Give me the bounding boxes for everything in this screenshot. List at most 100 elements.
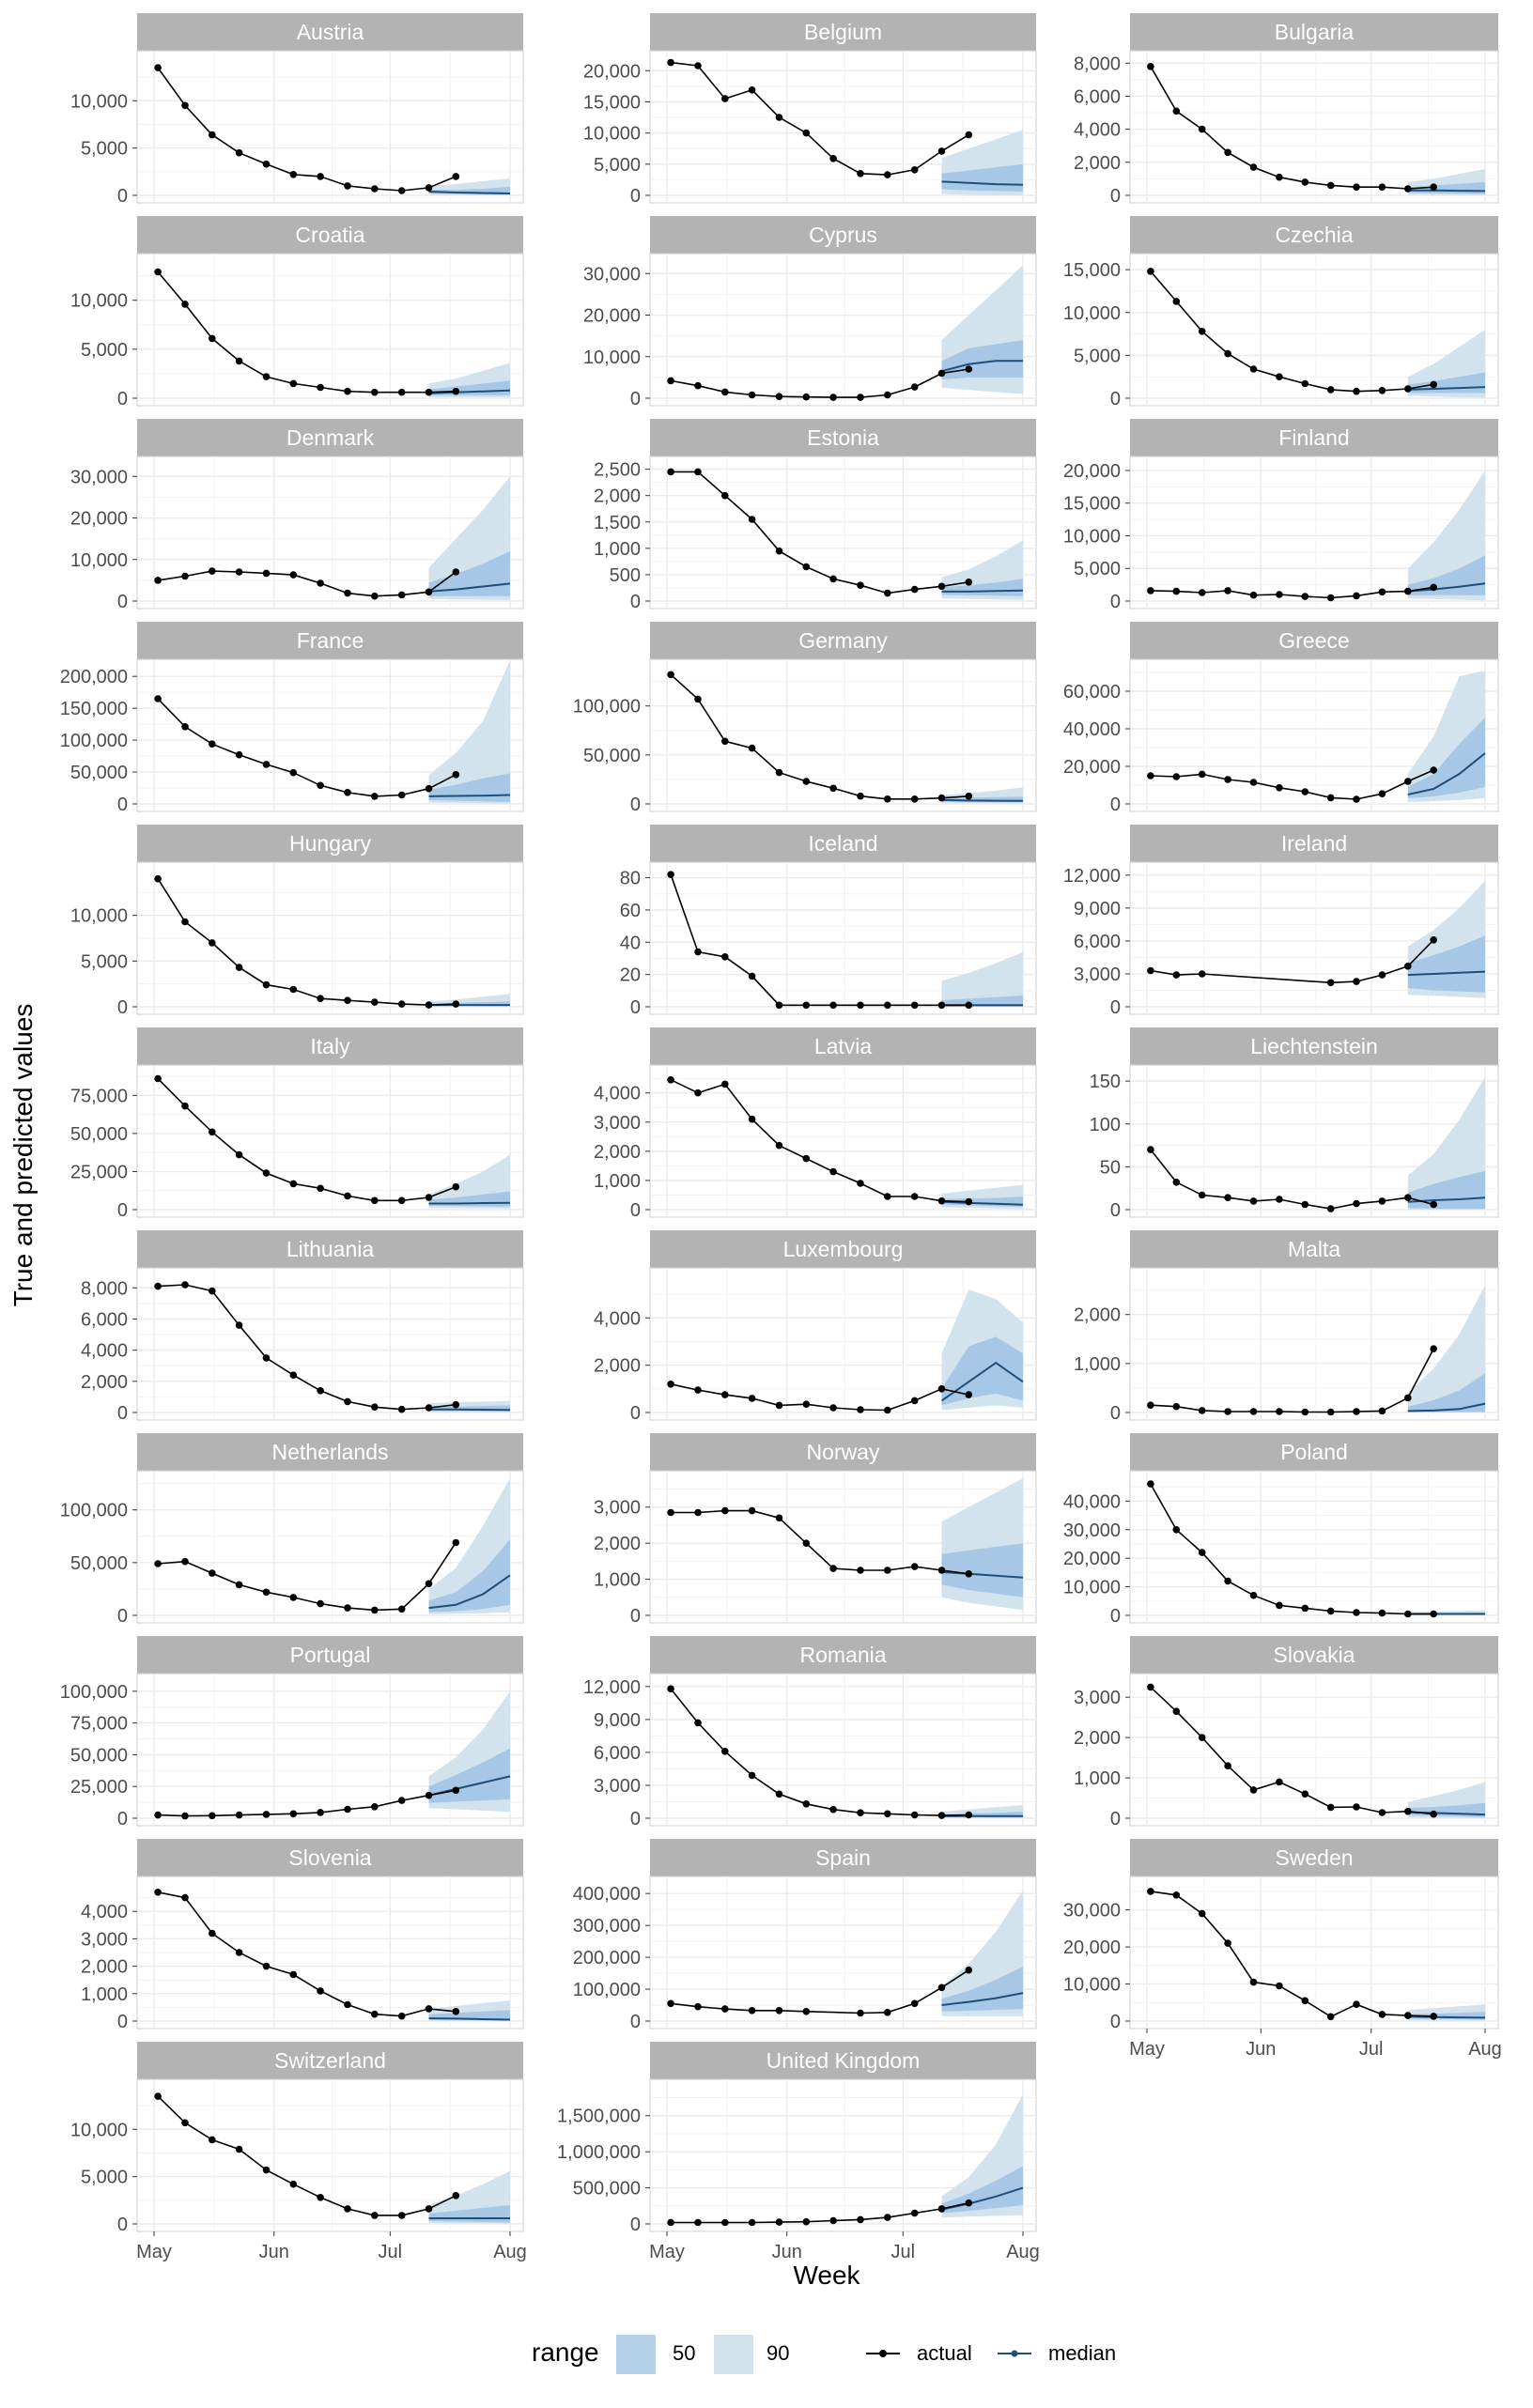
y-tick-label: 50,000 xyxy=(70,763,128,783)
y-tick-label: 3,000 xyxy=(1074,965,1121,985)
band-50-netherlands xyxy=(428,1539,510,1613)
actual-point xyxy=(829,784,837,793)
actual-point xyxy=(1147,1146,1154,1153)
actual-point xyxy=(344,1192,351,1200)
y-tick-label: 5,000 xyxy=(81,139,128,160)
actual-line-hungary xyxy=(157,878,457,1006)
actual-point xyxy=(1430,380,1437,389)
actual-point xyxy=(884,1193,891,1200)
actual-point xyxy=(829,575,837,583)
median-line-czechia xyxy=(1407,386,1486,391)
actual-point xyxy=(910,1397,919,1405)
actual-point xyxy=(775,1790,783,1798)
median-line-france xyxy=(428,794,511,797)
actual-point xyxy=(289,571,298,579)
actual-point xyxy=(181,1102,189,1110)
actual-point xyxy=(1172,1891,1181,1899)
panel-lithuania: Lithuania 0 2,000 4,000 6,000 8,000 xyxy=(81,1230,524,1424)
actual-point xyxy=(694,1719,702,1727)
actual-point xyxy=(1404,1807,1412,1815)
actual-point xyxy=(1326,181,1335,190)
y-ticks-finland: 0 5,000 10,000 15,000 20,000 xyxy=(1063,461,1130,612)
actual-line-greece xyxy=(1150,769,1434,800)
strip-label-poland: Poland xyxy=(1280,1440,1348,1464)
actual-point xyxy=(748,516,756,523)
actual-point xyxy=(1404,1394,1412,1402)
panel-germany: Germany 0 50,000 100,000 xyxy=(573,622,1037,815)
actual-point xyxy=(425,388,433,396)
actual-points-norway xyxy=(667,1506,973,1578)
actual-point xyxy=(857,1809,864,1816)
actual-point xyxy=(775,1141,783,1150)
actual-point xyxy=(1301,379,1309,388)
actual-point xyxy=(209,939,216,947)
strip-bulgaria xyxy=(1130,13,1498,51)
y-tick-label: 8,000 xyxy=(1074,54,1121,74)
actual-point xyxy=(235,1811,243,1819)
actual-point xyxy=(1276,373,1283,381)
actual-point xyxy=(1353,592,1360,600)
band-90-iceland xyxy=(941,951,1023,1007)
actual-point xyxy=(721,491,729,500)
actual-point xyxy=(721,1506,729,1515)
actual-point xyxy=(802,1539,811,1547)
panel-liechtenstein: Liechtenstein 0 50 100 150 xyxy=(1090,1027,1499,1221)
actual-point xyxy=(1224,1194,1231,1201)
y-tick-label: 80 xyxy=(620,869,641,889)
legend: range 50 90 actual median xyxy=(532,2335,1116,2374)
y-tick-label: 0 xyxy=(117,592,128,612)
strip-label-spain: Spain xyxy=(815,1845,871,1870)
y-tick-label: 0 xyxy=(630,186,641,207)
grid-iceland xyxy=(650,862,1036,1014)
y-tick-label: 2,000 xyxy=(81,1957,128,1978)
y-tick-label: 10,000 xyxy=(70,906,128,927)
actual-point xyxy=(1430,766,1437,774)
actual-point xyxy=(425,1194,433,1201)
grid-bulgaria xyxy=(1130,51,1498,203)
x-tick-label: Jul xyxy=(1359,2039,1384,2060)
actual-line-iceland xyxy=(670,873,969,1007)
strip-luxembourg xyxy=(650,1230,1036,1268)
actual-point xyxy=(344,2000,351,2009)
panel-czechia: Czechia 0 5,000 10,000 15,000 xyxy=(1063,216,1499,409)
y-tick-label: 5,000 xyxy=(81,2168,128,2188)
actual-point xyxy=(181,1557,189,1566)
y-tick-label: 100,000 xyxy=(573,697,641,718)
actual-point xyxy=(1224,148,1231,157)
actual-point xyxy=(721,388,729,396)
median-line-estonia xyxy=(941,589,1024,593)
actual-point xyxy=(748,2218,756,2227)
actual-line-finland xyxy=(1150,586,1434,599)
actual-point xyxy=(884,171,891,178)
actual-line-malta xyxy=(1150,1348,1434,1413)
median-line-greece xyxy=(1407,752,1486,795)
grid-united-kingdom xyxy=(650,2079,1036,2231)
actual-point xyxy=(181,1812,189,1820)
y-tick-label: 100 xyxy=(1090,1115,1121,1135)
actual-line-lithuania xyxy=(158,1284,457,1411)
actual-point xyxy=(667,58,674,67)
y-tick-label: 20 xyxy=(620,965,641,986)
y-tick-label: 150,000 xyxy=(60,699,128,719)
panel-latvia: Latvia 0 1,000 2,000 3,000 4,000 xyxy=(594,1027,1037,1221)
plot-area-bulgaria xyxy=(1129,50,1499,204)
strip-label-france: France xyxy=(297,628,364,653)
y-tick-label: 30,000 xyxy=(1063,1520,1121,1541)
panel-estonia: Estonia 0 500 1,000 1,500 2,000 2,500 xyxy=(594,419,1037,612)
actual-point xyxy=(1276,1601,1283,1610)
actual-point xyxy=(937,1812,946,1819)
y-tick-label: 200,000 xyxy=(573,1948,641,1968)
actual-point xyxy=(154,64,162,71)
actual-point xyxy=(965,579,973,586)
actual-point xyxy=(1249,1591,1258,1599)
actual-point xyxy=(775,114,783,121)
y-tick-label: 4,000 xyxy=(594,1084,641,1104)
actual-point xyxy=(1172,107,1181,116)
y-tick-label: 0 xyxy=(1110,1403,1121,1424)
strip-liechtenstein xyxy=(1130,1027,1498,1065)
strip-switzerland xyxy=(137,2042,523,2079)
actual-point xyxy=(694,381,702,390)
actual-point xyxy=(694,1088,702,1097)
actual-point xyxy=(1326,1205,1335,1212)
